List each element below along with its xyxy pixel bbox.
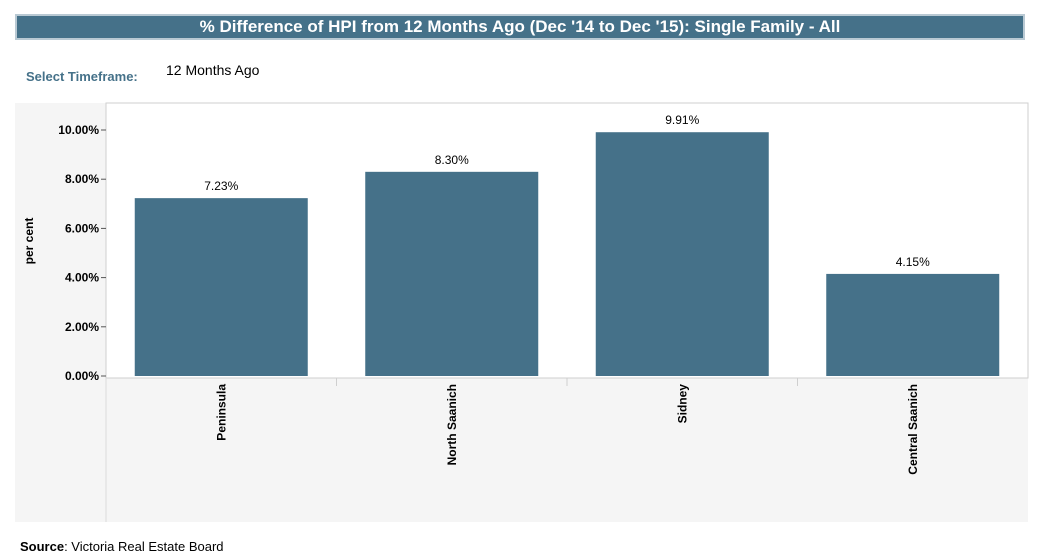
data-label: 8.30% — [435, 153, 469, 167]
source-label: Source — [20, 539, 65, 554]
category-label: Central Saanich — [906, 384, 920, 475]
y-axis-label: per cent — [22, 218, 36, 265]
y-tick-label: 2.00% — [65, 320, 99, 334]
y-axis: 0.00% 2.00% 4.00% 6.00% 8.00% 10.00% — [58, 123, 106, 383]
x-axis: Peninsula North Saanich Sidney Central Saan… — [214, 384, 920, 475]
category-dividers — [105, 378, 798, 522]
y-tick-label: 4.00% — [65, 271, 99, 285]
category-label: Sidney — [675, 384, 689, 424]
chart-title: % Difference of HPI from 12 Months Ago (… — [15, 14, 1025, 40]
bar[interactable] — [595, 132, 769, 376]
source-note: Source: Victoria Real Estate Board — [20, 539, 224, 554]
bars: 7.23% 8.30% 9.91% 4.15% — [134, 113, 1000, 376]
y-tick-label: 10.00% — [58, 123, 99, 137]
y-tick-label: 8.00% — [65, 172, 99, 186]
data-label: 4.15% — [896, 255, 930, 269]
source-text: : Victoria Real Estate Board — [64, 539, 224, 554]
y-tick-label: 0.00% — [65, 369, 99, 383]
timeframe-label: Select Timeframe: — [26, 69, 138, 84]
data-label: 9.91% — [665, 113, 699, 127]
category-label: Peninsula — [214, 384, 228, 441]
bar[interactable] — [365, 171, 539, 376]
bar-chart: per cent 0.00% 2.00% 4.00% 6.00% 8.00% 10.00%… — [22, 102, 1029, 522]
bar[interactable] — [826, 273, 1000, 376]
y-tick-label: 6.00% — [65, 221, 99, 235]
timeframe-select[interactable]: 12 Months Ago — [166, 62, 260, 78]
data-label: 7.23% — [204, 179, 238, 193]
category-label: North Saanich — [445, 384, 459, 465]
bar[interactable] — [134, 198, 308, 376]
